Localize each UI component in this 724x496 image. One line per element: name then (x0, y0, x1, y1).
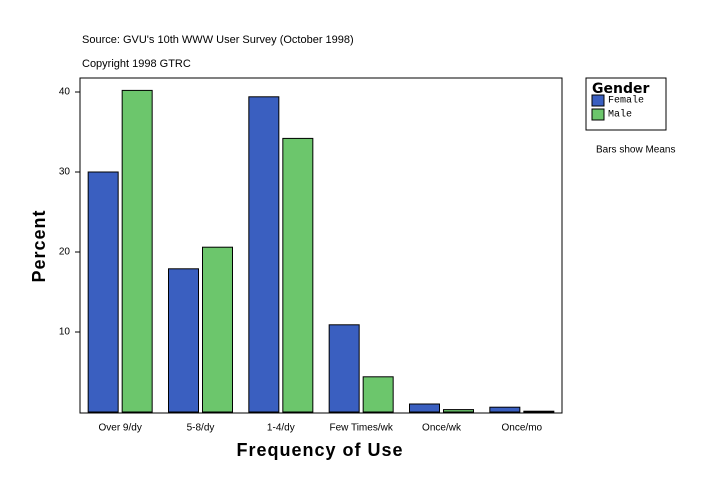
x-tick-label: Few Times/wk (329, 423, 393, 434)
bar (328, 324, 360, 413)
legend-label: Male (608, 109, 632, 121)
source: Source: GVU's 10th WWW User Survey (Octo… (82, 34, 354, 46)
bar (362, 376, 394, 413)
plot-frame (79, 77, 563, 414)
bar (202, 246, 233, 413)
legend-swatch (591, 94, 605, 107)
note: Bars show Means (596, 145, 675, 156)
y-tick-label: 20 (59, 247, 71, 258)
x-tick-label: Once/wk (422, 423, 462, 434)
bar (523, 410, 555, 413)
legend-swatch (591, 108, 605, 121)
x-tick-label: Once/mo (502, 423, 543, 434)
bar (168, 268, 199, 413)
bar (87, 171, 119, 413)
bar (409, 403, 440, 413)
bar (443, 409, 474, 413)
y-tick-label: 10 (59, 327, 71, 338)
x-tick-label: 5-8/dy (187, 423, 215, 434)
bar (282, 137, 314, 413)
x-tick-label: Over 9/dy (98, 423, 141, 434)
copyright: Copyright 1998 GTRC (82, 58, 191, 70)
legend-title: Gender (592, 81, 649, 97)
bar (248, 96, 280, 413)
bar (489, 406, 521, 413)
legend-label: Female (608, 95, 644, 107)
x-tick-label: 1-4/dy (267, 423, 295, 434)
y-tick-label: 40 (59, 87, 71, 98)
bar (121, 89, 153, 413)
y-tick-label: 30 (59, 167, 71, 178)
x-axis-title: Frequency of Use (236, 440, 403, 460)
y-axis-title: Percent (29, 209, 49, 282)
